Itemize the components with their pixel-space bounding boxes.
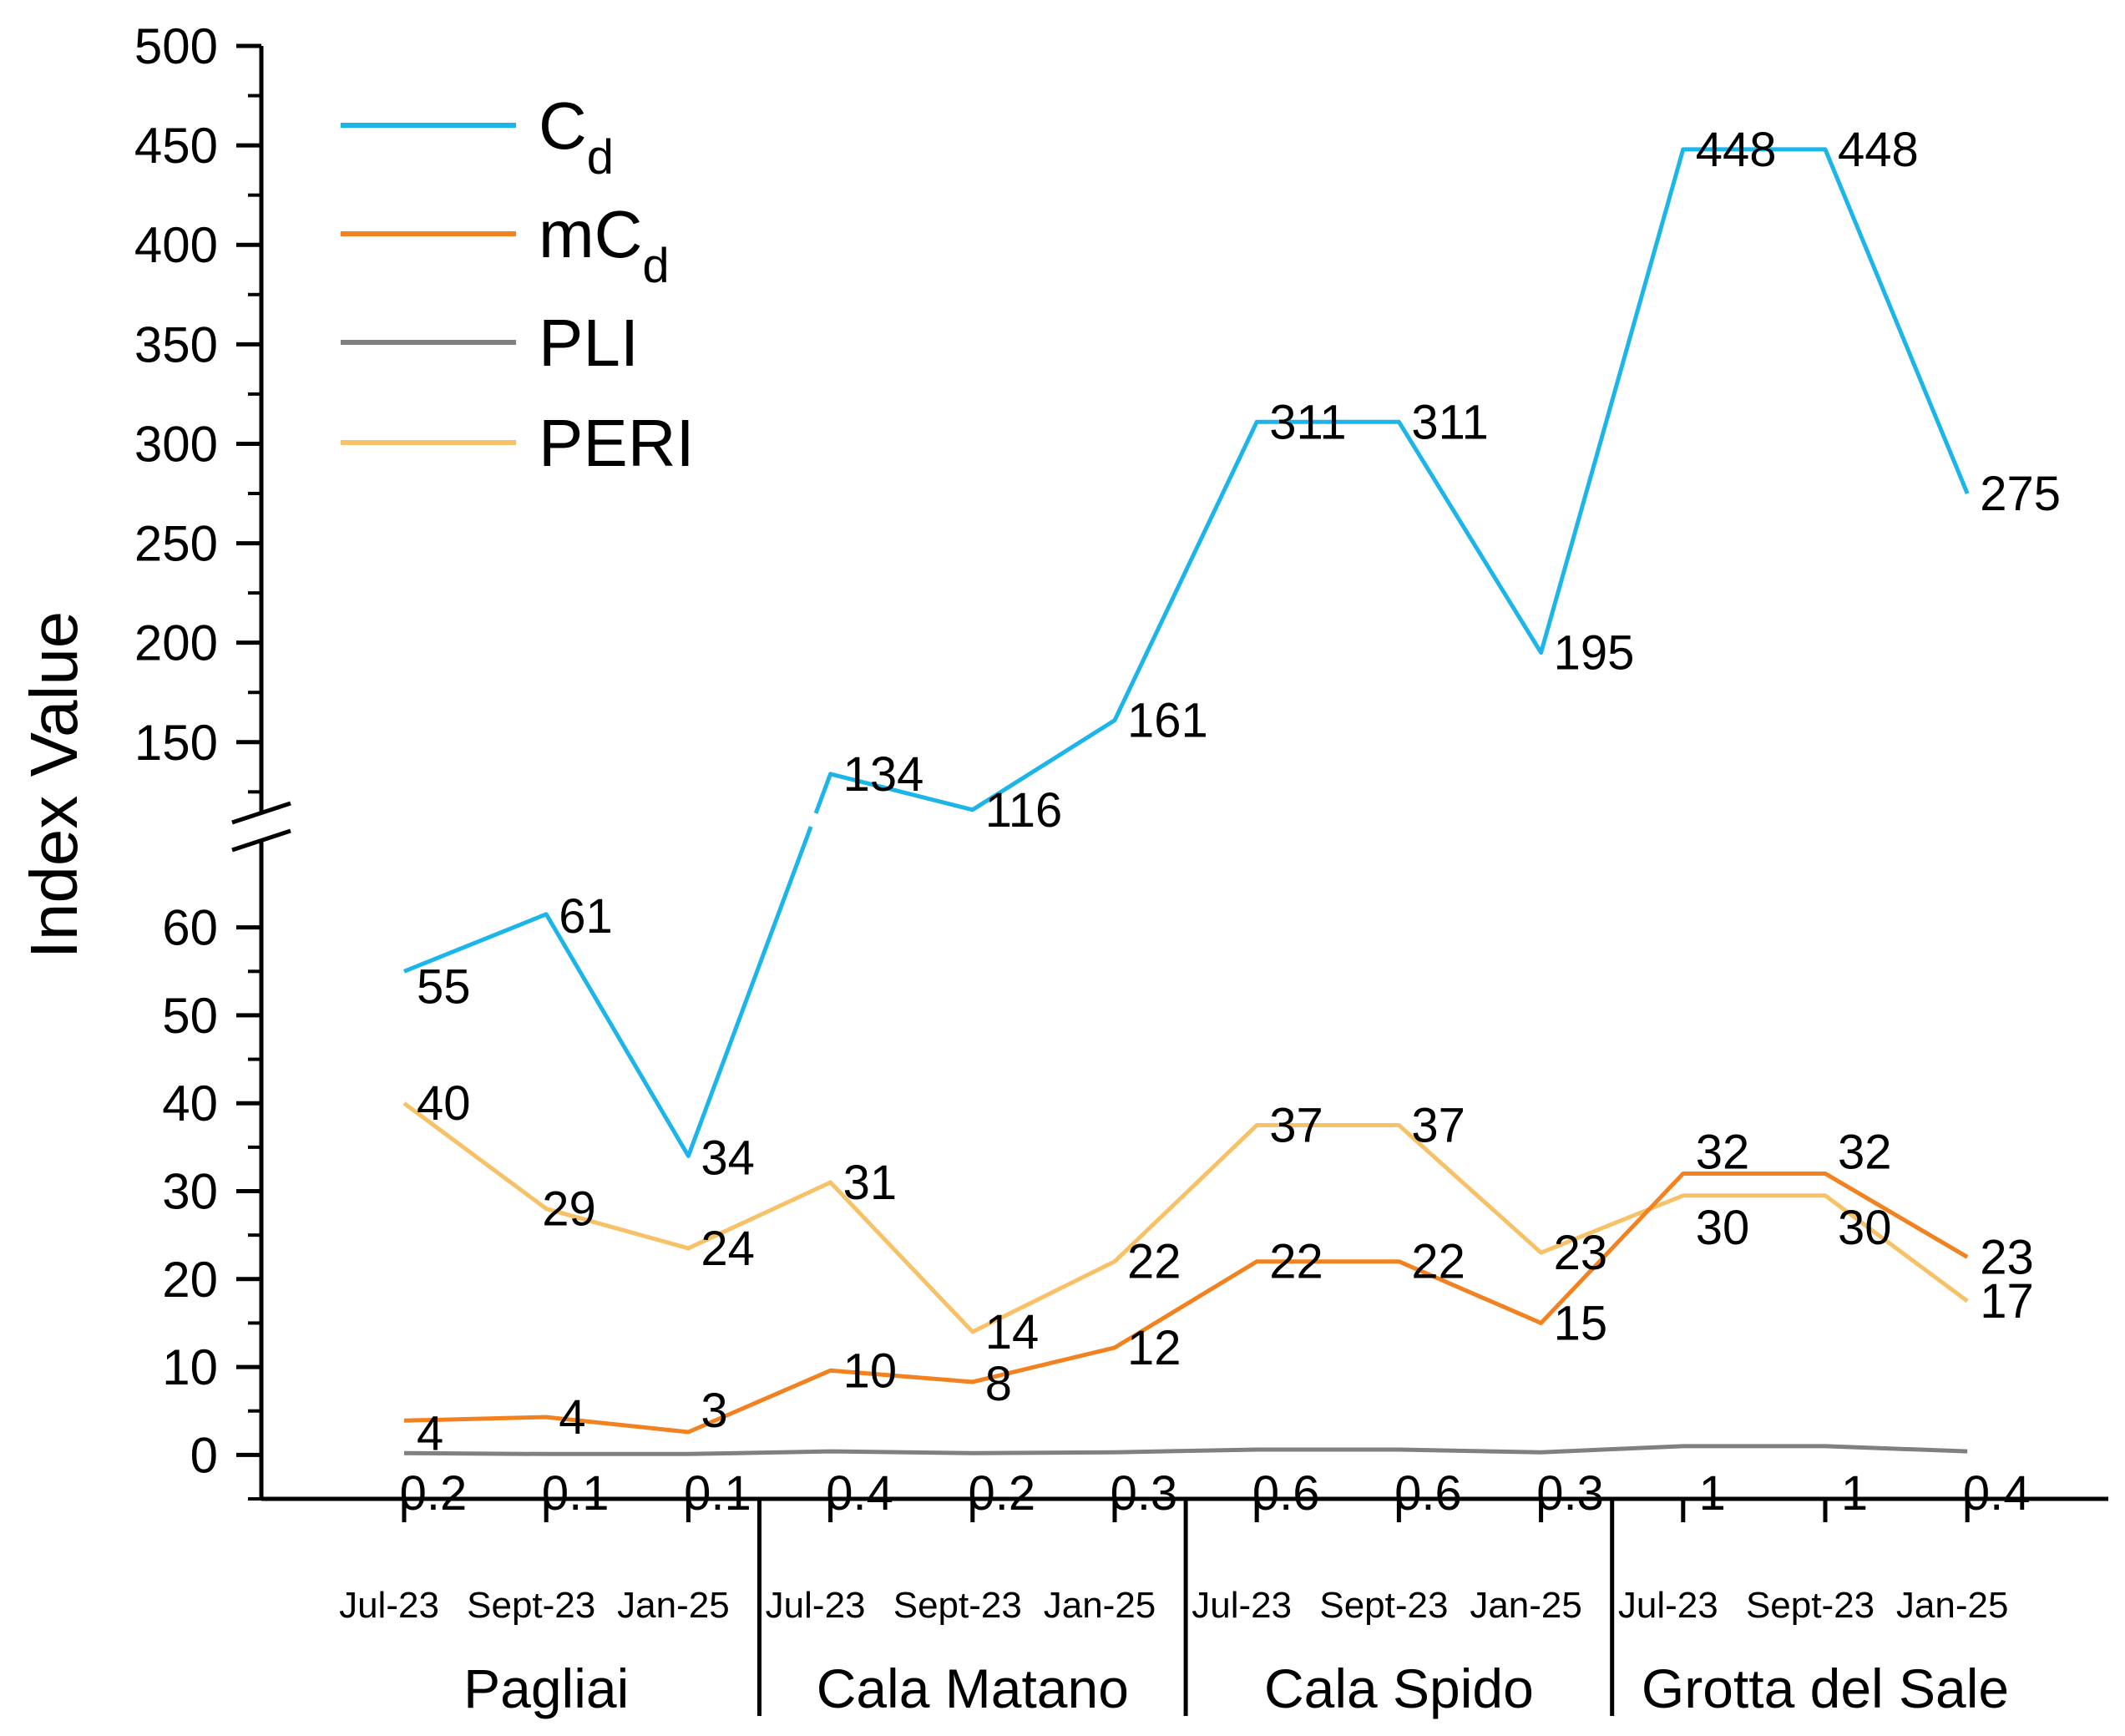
- data-label-PLI: 0.1: [684, 1466, 751, 1521]
- data-label-PLI: 0.4: [1963, 1466, 2031, 1521]
- data-label-PERI: 30: [1838, 1201, 1892, 1255]
- y-tick-label: 400: [134, 217, 218, 273]
- data-label-PERI: 40: [417, 1076, 471, 1131]
- data-label-mCd: 32: [1838, 1125, 1892, 1179]
- data-label-PLI: 0.3: [1111, 1466, 1178, 1521]
- data-label-PLI: 1: [1841, 1466, 1868, 1521]
- x-tick-label: Sept-23: [893, 1585, 1022, 1626]
- data-label-PLI: 0.2: [968, 1466, 1035, 1521]
- y-tick-label: 150: [134, 715, 218, 771]
- data-label-PERI: 17: [1980, 1274, 2034, 1329]
- series-lines: [402, 147, 1970, 1456]
- x-tick-label: Jul-23: [1192, 1585, 1292, 1626]
- y-tick-label: 250: [134, 516, 218, 572]
- y-tick-label: 0: [190, 1427, 218, 1483]
- site-label: Grotta del Sale: [1642, 1658, 2009, 1719]
- y-tick-label: 30: [162, 1164, 218, 1220]
- data-label-mCd: 12: [1127, 1321, 1181, 1375]
- data-label-Cd: 55: [417, 959, 471, 1014]
- data-label-Cd: 116: [985, 783, 1062, 838]
- data-label-mCd: 10: [843, 1344, 898, 1398]
- y-tick-label: 500: [134, 18, 218, 74]
- series-line-PLI: [403, 1444, 1968, 1456]
- series-line-mCd: [403, 1171, 1969, 1435]
- legend-subscript: d: [587, 130, 614, 185]
- data-label-PLI: 1: [1699, 1466, 1726, 1521]
- series-line-Cd: [403, 826, 813, 1158]
- x-tick-label: Jul-23: [1618, 1585, 1718, 1626]
- data-label-Cd: 134: [843, 747, 924, 802]
- data-label-Cd: 161: [1127, 694, 1208, 748]
- axis-break-mark: [231, 828, 291, 853]
- y-tick-label: 200: [134, 615, 218, 671]
- legend-label-PERI: PERI: [539, 406, 695, 480]
- site-label: Pagliai: [463, 1658, 629, 1719]
- y-tick-label: 350: [134, 316, 218, 372]
- data-label-mCd: 32: [1696, 1125, 1750, 1179]
- data-label-PERI: 37: [1411, 1099, 1465, 1153]
- legend-label-PLI: PLI: [539, 306, 639, 380]
- data-label-mCd: 23: [1980, 1230, 2034, 1284]
- data-label-PERI: 23: [1554, 1226, 1608, 1280]
- x-tick-label: Jan-25: [1896, 1585, 2009, 1626]
- legend: Cd mCd PLI PERI: [341, 89, 695, 480]
- data-label-PERI: 29: [542, 1182, 596, 1237]
- data-label-mCd: 4: [559, 1390, 585, 1445]
- y-axis-title: Index Value: [17, 611, 91, 959]
- series-line-Cd: [813, 147, 1970, 814]
- x-tick-label: Jan-25: [1470, 1585, 1582, 1626]
- data-label-PLI: 0.3: [1536, 1466, 1604, 1521]
- y-tick-label: 10: [162, 1339, 218, 1395]
- x-tick-label: Sept-23: [1746, 1585, 1875, 1626]
- data-label-PERI: 31: [843, 1156, 898, 1210]
- legend-subscript: d: [642, 239, 669, 293]
- y-tick-label: 20: [162, 1252, 218, 1308]
- y-tick-label: 40: [162, 1076, 218, 1131]
- data-label-PLI: 0.2: [400, 1466, 468, 1521]
- data-label-PLI: 0.4: [826, 1466, 893, 1521]
- data-label-Cd: 448: [1696, 123, 1777, 177]
- data-label-PLI: 0.6: [1252, 1466, 1320, 1521]
- data-label-Cd: 448: [1838, 123, 1919, 177]
- data-label-PERI: 30: [1696, 1201, 1750, 1255]
- data-label-PERI: 22: [1127, 1235, 1181, 1289]
- site-label: Cala Spido: [1264, 1658, 1534, 1719]
- y-tick-label: 50: [162, 988, 218, 1044]
- x-tick-label: Jul-23: [339, 1585, 439, 1626]
- data-label-mCd: 22: [1411, 1235, 1465, 1289]
- data-label-mCd: 4: [417, 1406, 443, 1460]
- data-label-PLI: 0.6: [1394, 1466, 1462, 1521]
- data-label-mCd: 8: [985, 1357, 1012, 1411]
- data-label-mCd: 22: [1269, 1235, 1323, 1289]
- data-label-Cd: 311: [1269, 395, 1346, 449]
- data-label-Cd: 61: [559, 889, 613, 944]
- site-label: Cala Matano: [817, 1658, 1129, 1719]
- y-tick-label: 300: [134, 416, 218, 472]
- data-label-mCd: 3: [701, 1384, 727, 1438]
- data-label-PERI: 37: [1269, 1099, 1323, 1153]
- data-label-Cd: 195: [1554, 626, 1635, 681]
- data-label-Cd: 34: [701, 1131, 755, 1185]
- x-tick-label: Jan-25: [1044, 1585, 1156, 1626]
- x-tick-label: Sept-23: [1319, 1585, 1448, 1626]
- data-label-PERI: 24: [701, 1222, 755, 1276]
- y-tick-label: 60: [162, 900, 218, 956]
- legend-label-mCd: mCd: [539, 197, 670, 293]
- y-tick-label: 450: [134, 118, 218, 174]
- axis-break-mark: [231, 801, 291, 825]
- x-tick-label: Sept-23: [467, 1585, 595, 1626]
- data-label-PLI: 0.1: [542, 1466, 610, 1521]
- data-label-PERI: 14: [985, 1305, 1040, 1359]
- data-label-Cd: 275: [1980, 467, 2061, 521]
- x-tick-label: Jan-25: [617, 1585, 730, 1626]
- x-tick-label: Jul-23: [766, 1585, 866, 1626]
- axes: 0 10 20 30 40 50 60 150 200 250 300 350 400 450 500 Jul…: [134, 18, 2108, 1719]
- legend-label-Cd: Cd: [539, 89, 614, 185]
- data-label-Cd: 311: [1411, 395, 1488, 449]
- data-label-mCd: 15: [1554, 1296, 1608, 1350]
- series-line-PERI: [402, 1101, 1969, 1334]
